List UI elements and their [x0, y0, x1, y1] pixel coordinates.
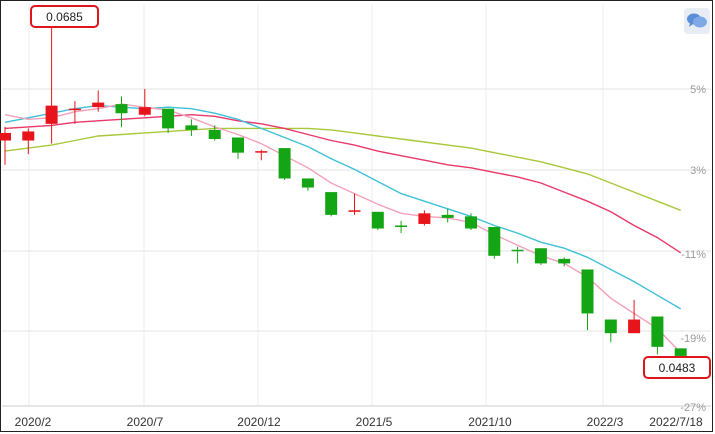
candle-body [138, 107, 151, 115]
last-value-label: 0.0483 [659, 361, 696, 375]
x-tick-label: 2021/10 [468, 415, 512, 429]
y-tick-label: -27% [680, 402, 706, 414]
x-tick-label: 2022/3 [587, 415, 624, 429]
y-tick-label: -11% [681, 249, 706, 261]
y-tick-label: -19% [680, 333, 706, 345]
candle-body [255, 151, 268, 153]
y-tick-label: 3% [690, 165, 706, 177]
chat-bubbles-icon[interactable] [684, 8, 710, 34]
candle-body [22, 131, 35, 141]
candle-body [674, 348, 687, 356]
x-tick-label: 2021/5 [356, 415, 393, 429]
candle-body [0, 132, 11, 141]
candle-body [395, 225, 408, 227]
x-tick-label: 2020/7 [127, 415, 164, 429]
candle-body [278, 148, 291, 179]
candle-body [301, 178, 314, 188]
candle-body [45, 105, 58, 124]
x-tick-label: 2020/12 [237, 415, 281, 429]
candle-body [628, 319, 641, 334]
last-value-label-box [643, 356, 711, 379]
ma-line-crimson [4, 113, 682, 254]
ma-line-green [4, 127, 681, 211]
candle-body [534, 248, 547, 264]
candle-body [651, 316, 664, 347]
candle-body [604, 319, 617, 334]
x-tick-label: 2022/7/18 [649, 415, 703, 429]
candle-body [348, 210, 361, 212]
candle-body [162, 108, 175, 129]
candle-body [465, 216, 477, 229]
candle-body [92, 102, 105, 108]
candle-body [232, 137, 244, 153]
candle-body [441, 214, 454, 218]
candle-body [488, 226, 501, 256]
candle-body [418, 213, 431, 224]
candle-body [511, 249, 524, 252]
candle-body [185, 125, 198, 130]
candle-body [115, 104, 128, 114]
max-value-label: 0.0685 [46, 10, 83, 24]
candle-body [68, 108, 81, 111]
x-tick-label: 2020/2 [15, 415, 52, 429]
candle-body [558, 258, 571, 264]
candle-body [581, 269, 594, 314]
y-tick-label: 5% [690, 84, 706, 96]
candle-body [208, 129, 221, 140]
candle-body [371, 211, 384, 229]
max-value-label-box [30, 5, 99, 28]
ma-line-pink [4, 103, 682, 354]
candle-body [325, 192, 338, 215]
